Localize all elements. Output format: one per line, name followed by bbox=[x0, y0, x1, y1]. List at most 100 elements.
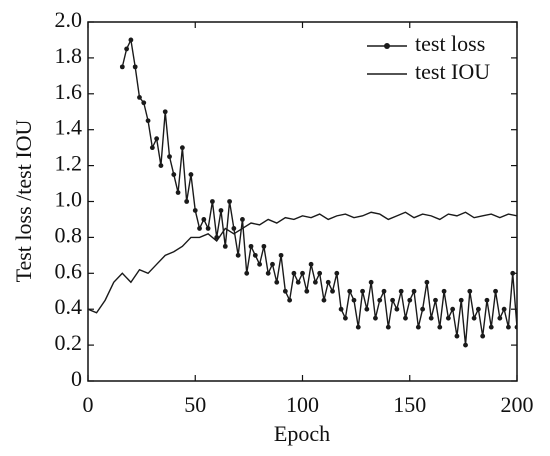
y-tick-label: 0 bbox=[71, 366, 82, 391]
data-point bbox=[343, 315, 348, 321]
data-point bbox=[304, 288, 310, 294]
legend-label: test IOU bbox=[415, 59, 490, 84]
data-point bbox=[132, 64, 138, 70]
data-point bbox=[244, 270, 250, 276]
y-tick-label: 0.6 bbox=[55, 258, 83, 283]
data-point bbox=[463, 342, 468, 348]
data-point bbox=[287, 297, 293, 303]
series-line bbox=[121, 37, 517, 346]
x-tick-label: 150 bbox=[393, 392, 426, 417]
y-tick-label: 2.0 bbox=[55, 7, 83, 32]
data-point bbox=[257, 261, 262, 267]
data-point bbox=[497, 315, 503, 321]
data-point bbox=[467, 288, 473, 294]
data-point bbox=[248, 243, 254, 249]
data-point bbox=[381, 288, 387, 294]
plot-area bbox=[88, 37, 517, 348]
data-point bbox=[312, 279, 318, 285]
data-point bbox=[201, 217, 207, 222]
data-point bbox=[424, 279, 430, 285]
data-point bbox=[433, 297, 438, 303]
data-point bbox=[295, 279, 301, 285]
data-point bbox=[210, 199, 215, 204]
data-point bbox=[317, 270, 323, 276]
data-point bbox=[377, 297, 383, 303]
data-point bbox=[398, 288, 404, 294]
data-point bbox=[437, 324, 443, 330]
data-point bbox=[325, 279, 331, 285]
data-point bbox=[184, 199, 190, 204]
data-point bbox=[506, 324, 511, 330]
y-axis-label: Test loss /test IOU bbox=[11, 119, 36, 282]
data-point bbox=[441, 288, 447, 294]
data-point bbox=[179, 145, 185, 151]
data-point bbox=[240, 217, 245, 222]
y-tick-label: 1.2 bbox=[55, 151, 83, 176]
data-point bbox=[480, 333, 486, 339]
y-tick-label: 0.8 bbox=[55, 222, 83, 247]
x-tick-label: 50 bbox=[184, 392, 206, 417]
data-point bbox=[261, 243, 267, 249]
data-point bbox=[501, 306, 507, 312]
data-point bbox=[514, 324, 517, 330]
data-point bbox=[510, 270, 516, 276]
data-point bbox=[394, 306, 400, 312]
data-point bbox=[235, 252, 241, 258]
data-point bbox=[415, 324, 421, 330]
data-point bbox=[137, 94, 142, 100]
y-tick-label: 1.6 bbox=[55, 79, 83, 104]
data-point bbox=[171, 172, 177, 177]
data-point bbox=[475, 306, 481, 312]
data-point bbox=[270, 261, 275, 267]
data-point bbox=[411, 288, 417, 294]
y-tick-label: 0.4 bbox=[55, 294, 83, 319]
data-point bbox=[222, 243, 228, 249]
data-point bbox=[428, 315, 434, 321]
data-point bbox=[218, 208, 224, 213]
y-tick-label: 0.2 bbox=[55, 330, 83, 355]
y-tick-label: 1.4 bbox=[55, 115, 83, 140]
data-point bbox=[227, 199, 232, 204]
data-point bbox=[141, 100, 147, 106]
data-point bbox=[321, 297, 327, 303]
plot-frame bbox=[87, 21, 518, 382]
data-point bbox=[197, 226, 202, 231]
data-point bbox=[360, 288, 365, 294]
data-point bbox=[149, 145, 155, 151]
legend-marker bbox=[384, 43, 390, 49]
data-point bbox=[403, 315, 408, 321]
data-point bbox=[420, 306, 426, 312]
data-point bbox=[450, 306, 456, 312]
data-point bbox=[265, 270, 271, 276]
data-point bbox=[274, 279, 280, 285]
series-line bbox=[88, 211, 517, 314]
x-tick-label: 200 bbox=[501, 392, 534, 417]
x-axis-label: Epoch bbox=[274, 421, 330, 446]
data-point bbox=[308, 261, 314, 267]
data-point bbox=[338, 306, 344, 312]
data-point bbox=[128, 37, 134, 43]
data-point bbox=[291, 270, 297, 276]
data-point bbox=[364, 306, 370, 312]
data-point bbox=[188, 172, 194, 177]
legend-label: test loss bbox=[415, 31, 485, 56]
data-point bbox=[124, 46, 130, 52]
data-point bbox=[334, 270, 340, 276]
data-point bbox=[355, 324, 361, 330]
data-point bbox=[347, 288, 353, 294]
data-point bbox=[368, 279, 374, 285]
data-point bbox=[192, 208, 198, 213]
data-point bbox=[162, 109, 168, 115]
data-point bbox=[471, 315, 477, 321]
data-point bbox=[252, 252, 258, 258]
data-point bbox=[351, 297, 357, 303]
data-point bbox=[330, 288, 335, 294]
data-point bbox=[300, 270, 305, 276]
x-tick-label: 0 bbox=[83, 392, 94, 417]
data-point bbox=[407, 297, 413, 303]
data-point bbox=[119, 64, 125, 70]
data-point bbox=[390, 297, 395, 303]
data-point bbox=[454, 333, 460, 339]
data-point bbox=[167, 154, 172, 160]
